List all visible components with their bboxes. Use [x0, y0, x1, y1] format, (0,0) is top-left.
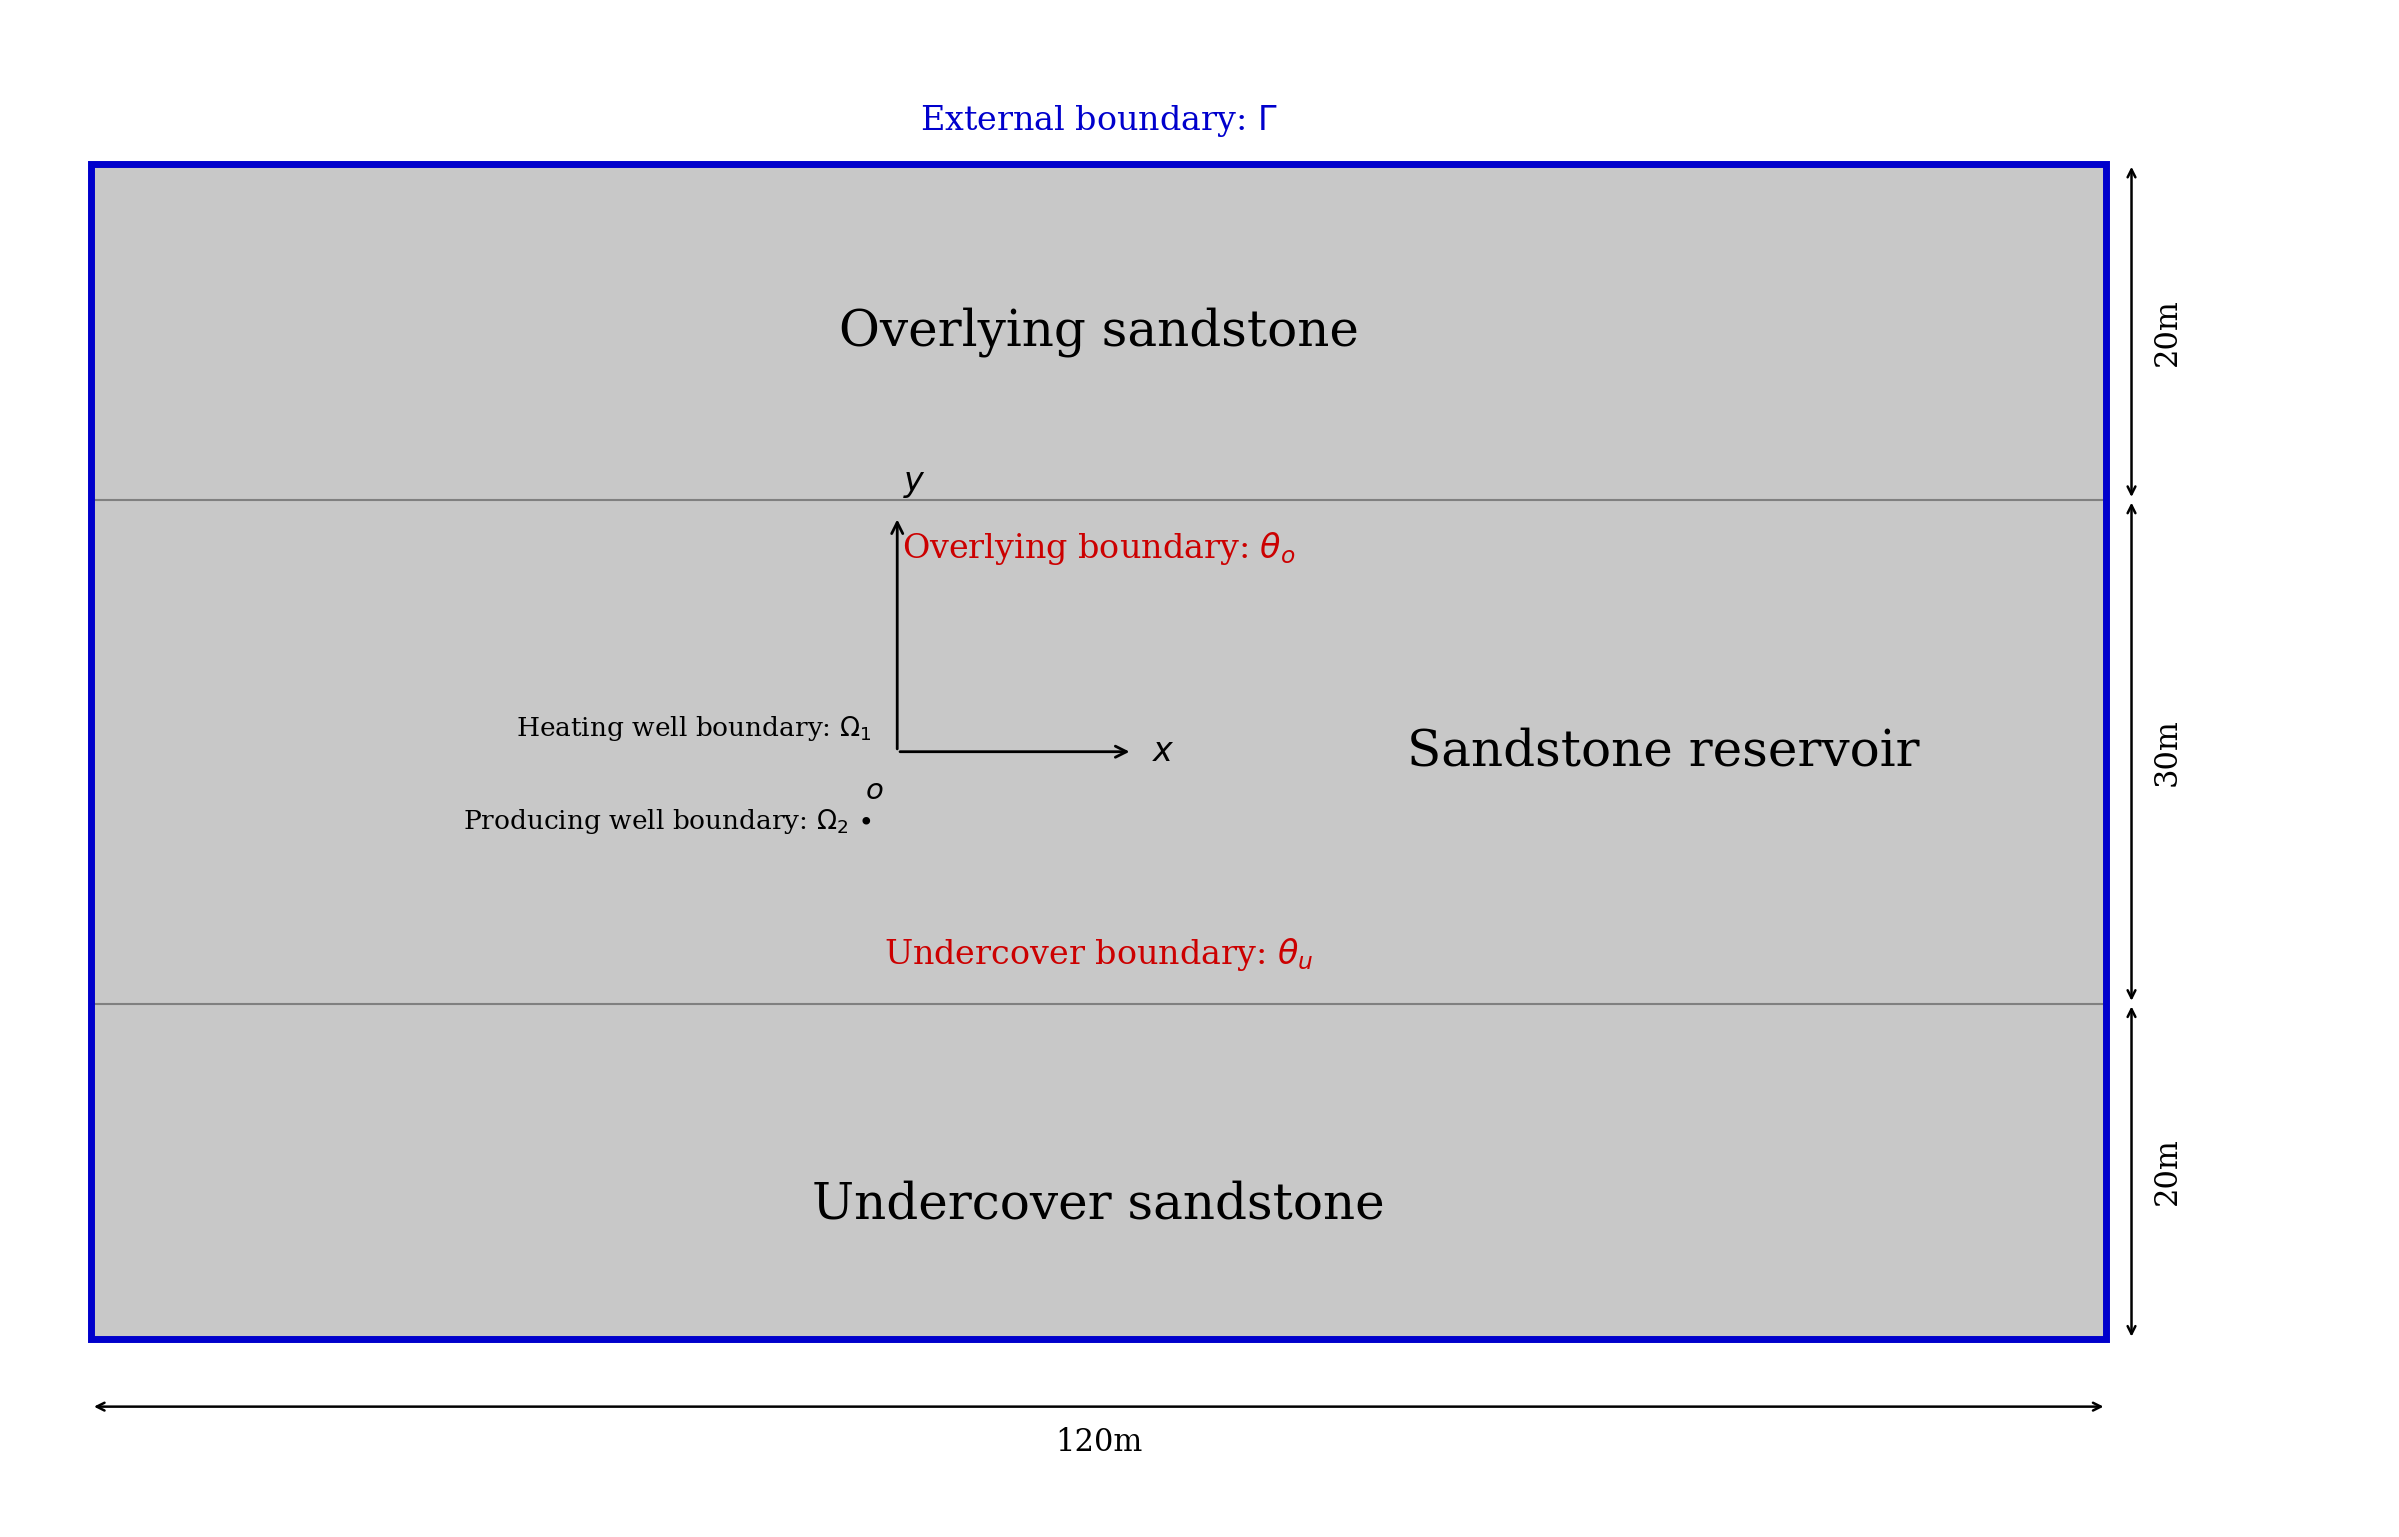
Text: Undercover boundary: $\theta_u$: Undercover boundary: $\theta_u$ [885, 936, 1312, 973]
Text: Overlying sandstone: Overlying sandstone [840, 307, 1358, 357]
Text: Producing well boundary: $\Omega_2$ $\bullet$: Producing well boundary: $\Omega_2$ $\bu… [463, 807, 873, 836]
Text: $y$: $y$ [902, 467, 926, 500]
Text: External boundary: $\Gamma$: External boundary: $\Gamma$ [919, 103, 1279, 138]
Text: 120m: 120m [1056, 1426, 1142, 1457]
Bar [91, 164, 2106, 1339]
Text: $x$: $x$ [1152, 736, 1176, 767]
Text: $o$: $o$ [866, 776, 883, 805]
Text: Heating well boundary: $\Omega_1$: Heating well boundary: $\Omega_1$ [516, 715, 873, 744]
Text: Undercover sandstone: Undercover sandstone [813, 1180, 1384, 1230]
Text: 20m: 20m [2152, 1137, 2183, 1205]
Text: 20m: 20m [2152, 298, 2183, 366]
Bar [91, 164, 2106, 1339]
Text: 30m: 30m [2152, 718, 2183, 785]
Text: Sandstone reservoir: Sandstone reservoir [1406, 727, 1919, 776]
Text: Overlying boundary: $\theta_o$: Overlying boundary: $\theta_o$ [902, 530, 1295, 567]
